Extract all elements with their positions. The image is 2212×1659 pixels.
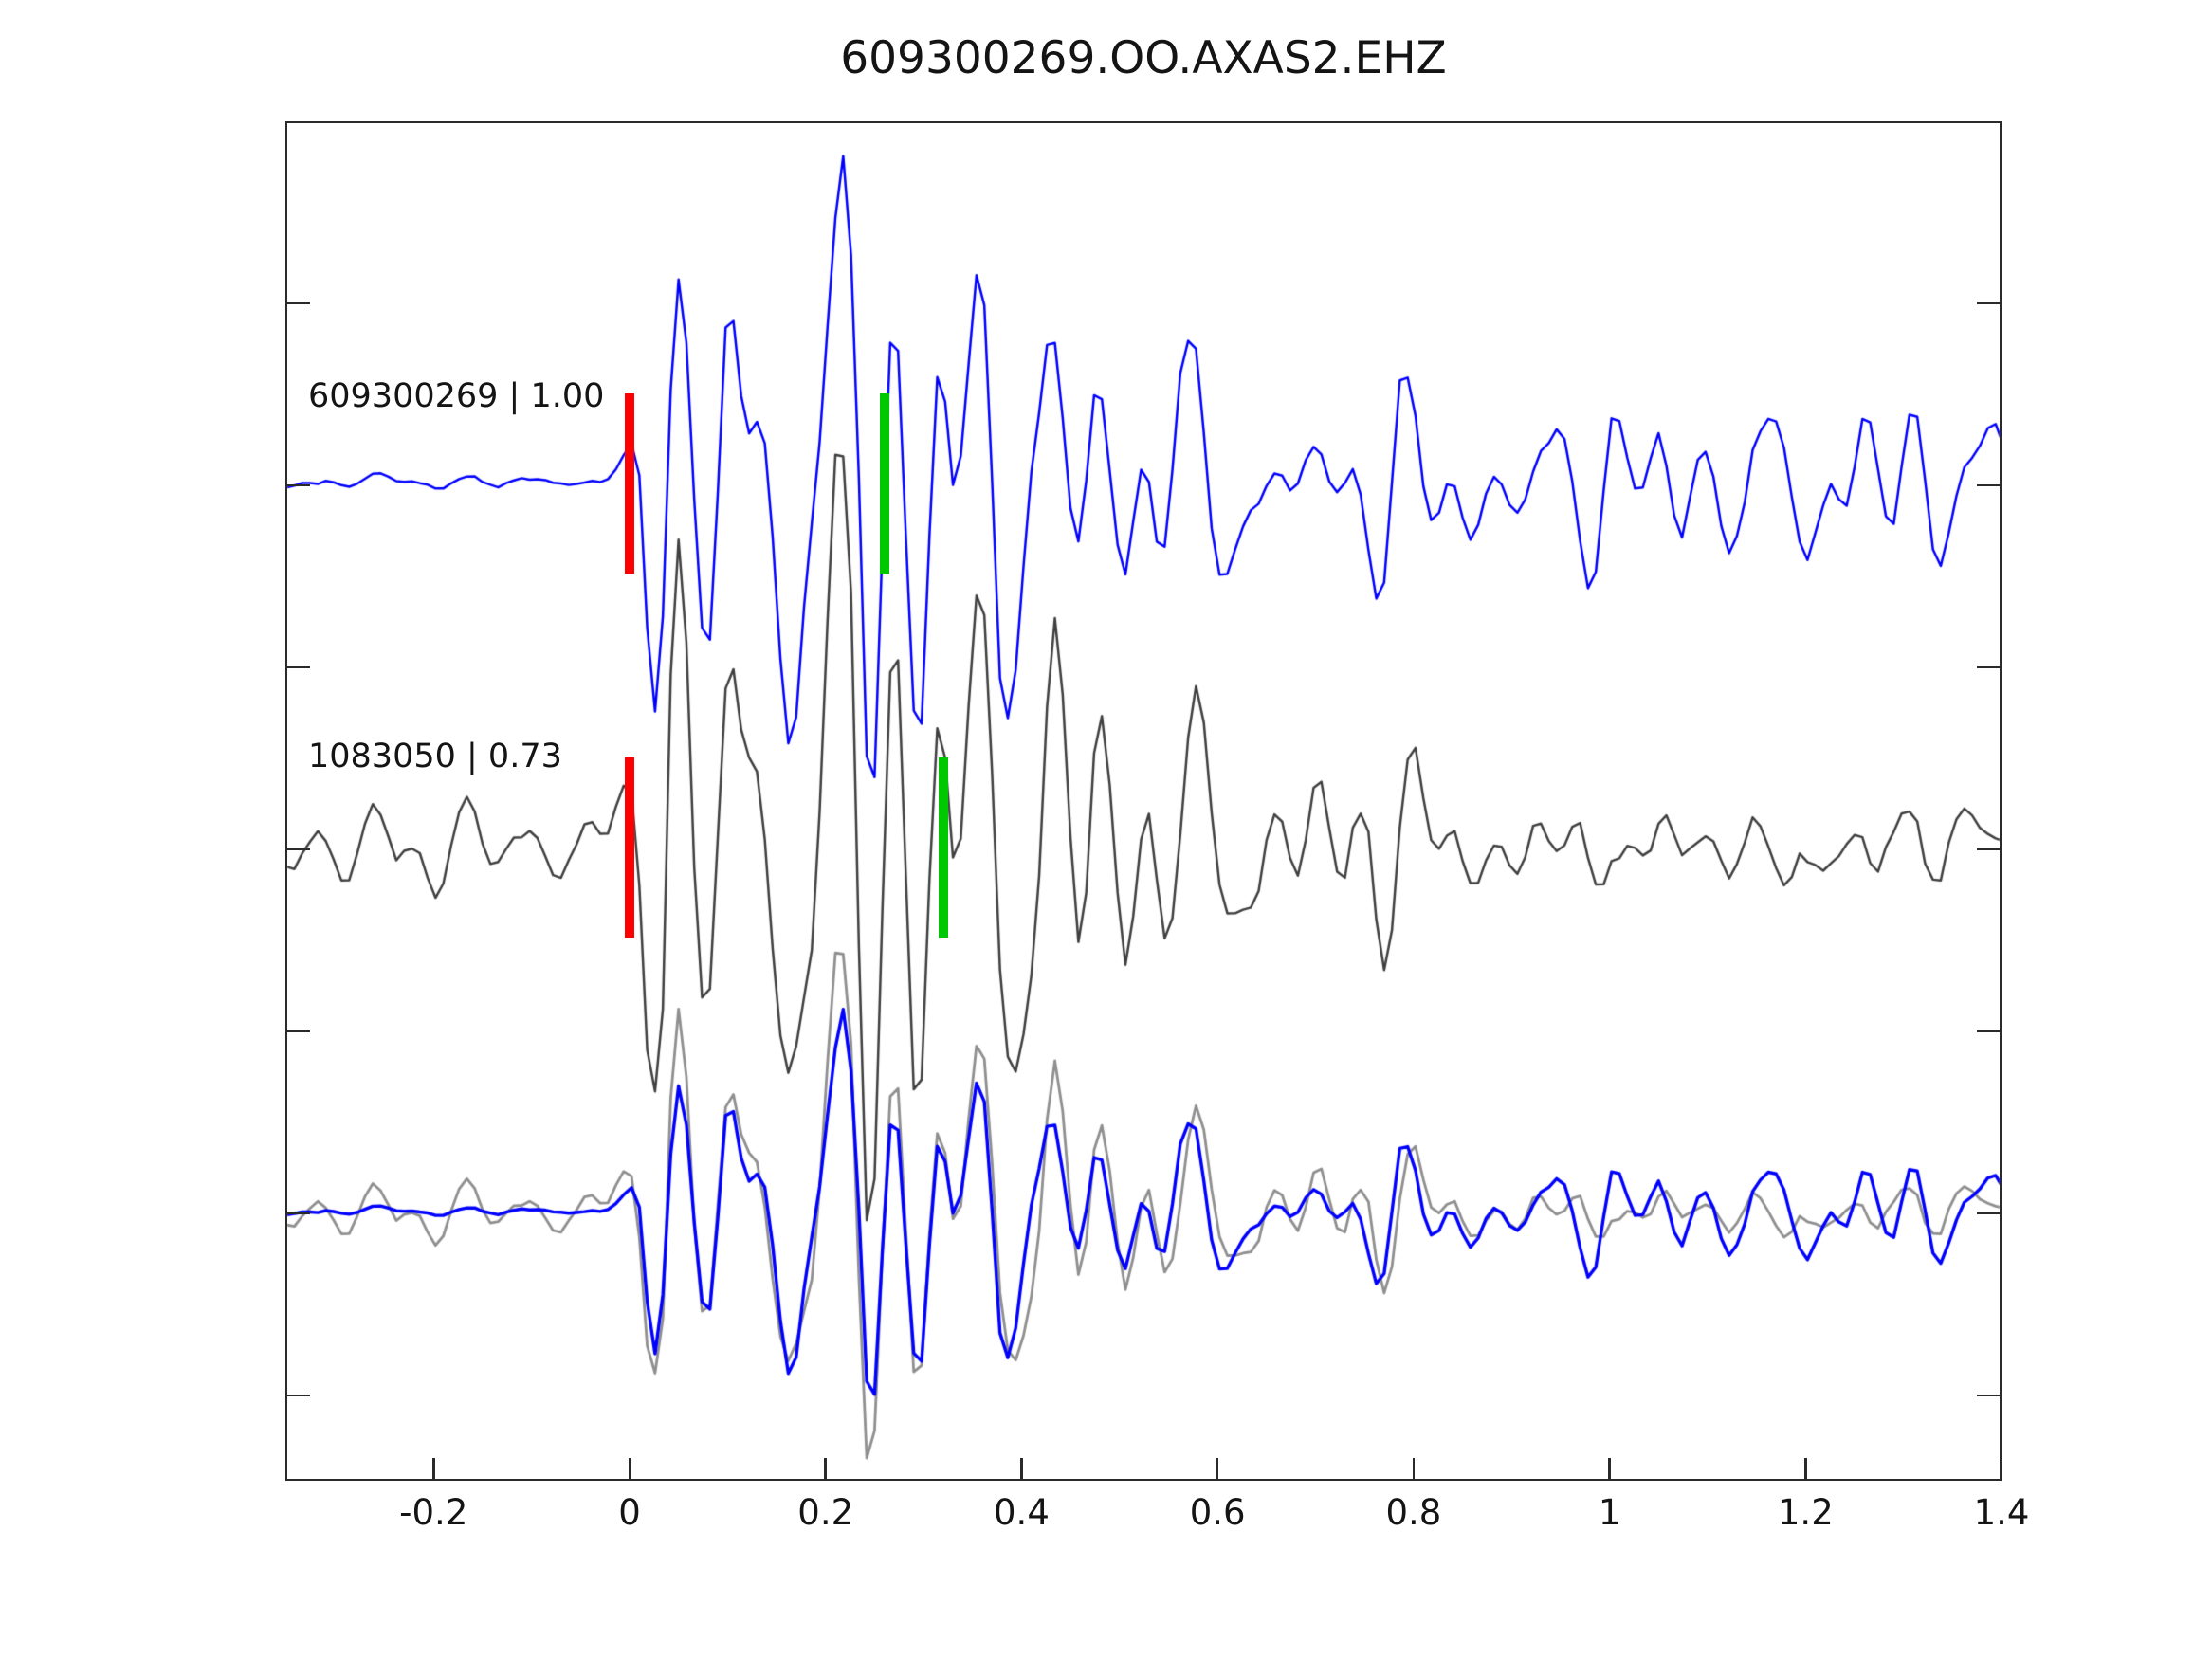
red-pick-marker-detection bbox=[625, 393, 634, 574]
x-tick-label: 0.8 bbox=[1385, 1492, 1442, 1533]
y-axis-tick bbox=[1977, 665, 2000, 669]
y-axis-tick bbox=[1977, 483, 2000, 487]
y-axis-tick bbox=[287, 301, 310, 305]
x-axis-tick bbox=[1608, 1458, 1611, 1479]
y-axis-tick bbox=[287, 1394, 310, 1397]
axes-frame bbox=[285, 121, 2002, 1481]
x-axis-tick bbox=[1804, 1458, 1807, 1479]
y-axis-tick bbox=[287, 848, 310, 851]
y-axis-tick bbox=[287, 483, 310, 487]
x-axis-tick bbox=[1020, 1458, 1023, 1479]
x-tick-label: 1.4 bbox=[1973, 1492, 2030, 1533]
red-pick-marker-template bbox=[625, 757, 634, 938]
x-axis-tick bbox=[628, 1458, 631, 1479]
y-axis-tick bbox=[287, 665, 310, 669]
x-tick-label: -0.2 bbox=[399, 1492, 468, 1533]
y-axis-tick bbox=[1977, 1030, 2000, 1033]
x-axis-tick bbox=[1216, 1458, 1219, 1479]
detection-trace-label: 609300269 | 1.00 bbox=[308, 377, 605, 415]
template-trace-label: 1083050 | 0.73 bbox=[308, 738, 562, 775]
y-axis-tick bbox=[1977, 848, 2000, 851]
x-tick-label: 0 bbox=[618, 1492, 641, 1533]
y-axis-tick bbox=[1977, 301, 2000, 305]
green-pick-marker-template bbox=[938, 757, 948, 938]
x-axis-tick bbox=[1412, 1458, 1416, 1479]
x-axis-tick bbox=[824, 1458, 827, 1479]
x-tick-label: 1.2 bbox=[1777, 1492, 1834, 1533]
x-tick-label: 0.4 bbox=[994, 1492, 1050, 1533]
x-tick-label: 1 bbox=[1598, 1492, 1621, 1533]
x-tick-label: 0.6 bbox=[1189, 1492, 1246, 1533]
y-axis-tick bbox=[1977, 1212, 2000, 1215]
chart-title: 609300269.OO.AXAS2.EHZ bbox=[840, 32, 1447, 84]
x-axis-tick bbox=[432, 1458, 435, 1479]
x-axis-tick bbox=[2000, 1458, 2003, 1479]
green-pick-marker-detection bbox=[879, 393, 889, 574]
y-axis-tick bbox=[287, 1030, 310, 1033]
y-axis-tick bbox=[287, 1212, 310, 1215]
y-axis-tick bbox=[1977, 1394, 2000, 1397]
x-tick-label: 0.2 bbox=[797, 1492, 854, 1533]
